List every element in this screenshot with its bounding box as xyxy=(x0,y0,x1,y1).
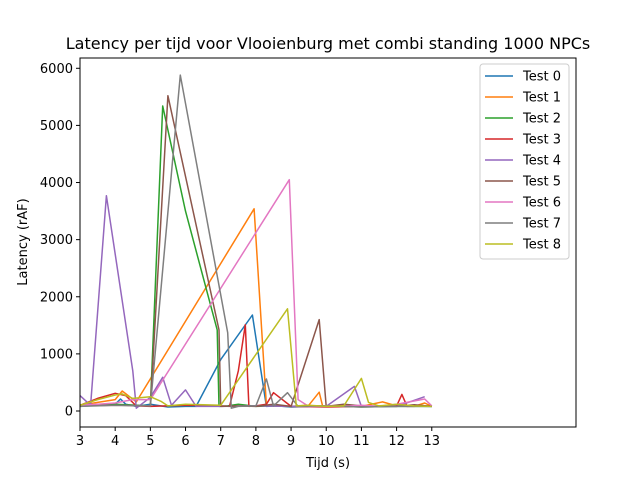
x-tick-label: 11 xyxy=(353,434,370,449)
x-tick-label: 9 xyxy=(287,434,295,449)
y-tick-label: 4000 xyxy=(40,176,73,191)
legend-label-test-6: Test 6 xyxy=(522,196,561,211)
x-tick-label: 13 xyxy=(423,434,440,449)
y-tick-label: 1000 xyxy=(40,347,73,362)
legend-label-test-5: Test 5 xyxy=(522,175,561,190)
y-tick-label: 3000 xyxy=(40,233,73,248)
legend-box xyxy=(479,63,570,260)
y-tick-label: 5000 xyxy=(40,119,73,134)
legend-label-test-2: Test 2 xyxy=(522,112,561,127)
plot-area xyxy=(80,74,433,409)
x-tick-label: 3 xyxy=(76,434,84,449)
y-axis-label: Latency (rAF) xyxy=(16,198,31,285)
legend-label-test-4: Test 4 xyxy=(522,154,561,169)
x-axis-label: Tijd (s) xyxy=(305,456,350,471)
y-tick-label: 0 xyxy=(65,405,73,420)
legend-label-test-1: Test 1 xyxy=(522,91,561,106)
legend-label-test-0: Test 0 xyxy=(522,70,561,85)
y-tick-label: 2000 xyxy=(40,290,73,305)
legend-label-test-8: Test 8 xyxy=(522,238,561,253)
legend-label-test-3: Test 3 xyxy=(522,133,561,148)
x-tick-label: 7 xyxy=(217,434,225,449)
x-tick-label: 6 xyxy=(181,434,189,449)
axes: 3 4 5 6 7 8 9 10 11 12 13 0 1000 2000 3000 4000 5000 6000 xyxy=(40,57,577,449)
axes-frame xyxy=(79,57,577,428)
x-tick-label: 5 xyxy=(146,434,154,449)
x-tick-label: 12 xyxy=(388,434,405,449)
legend: Test 0 Test 1 Test 2 Test 3 Test 4 Test 5 Test… xyxy=(479,63,570,260)
chart-title: Latency per tijd voor Vlooienburg met co… xyxy=(66,34,590,53)
legend-label-test-7: Test 7 xyxy=(522,217,561,232)
y-tick-label: 6000 xyxy=(40,62,73,77)
series-lines xyxy=(80,74,433,409)
series-line-test-8 xyxy=(80,308,432,408)
x-tick-label: 10 xyxy=(318,434,335,449)
x-tick-label: 8 xyxy=(252,434,260,449)
series-line-test-4 xyxy=(80,194,425,409)
x-tick-label: 4 xyxy=(111,434,119,449)
